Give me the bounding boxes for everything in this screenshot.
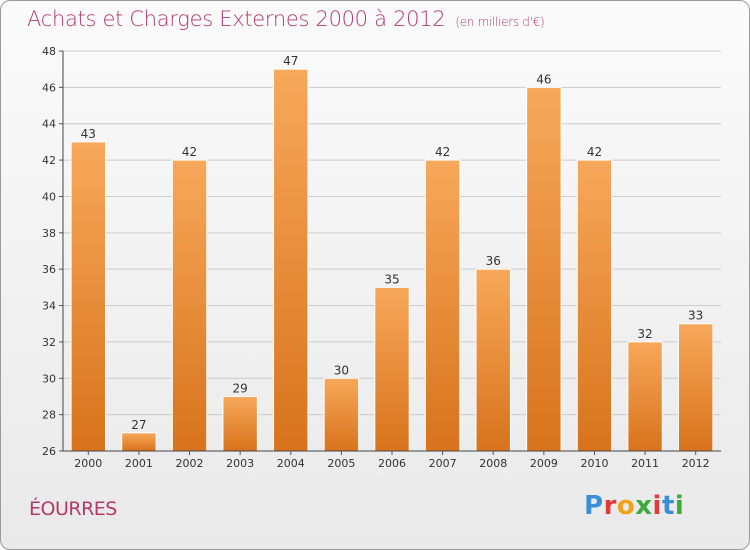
y-tick-label: 44 bbox=[42, 118, 56, 131]
y-tick-label: 42 bbox=[42, 154, 56, 167]
x-tick-label: 2002 bbox=[176, 457, 204, 470]
y-tick-label: 26 bbox=[42, 445, 56, 458]
bar-value-label: 36 bbox=[486, 254, 501, 268]
y-tick-label: 36 bbox=[42, 263, 56, 276]
bar bbox=[677, 323, 714, 452]
commune-name: ÉOURRES bbox=[29, 498, 117, 520]
x-tick-label: 2006 bbox=[378, 457, 406, 470]
logo-letter: r bbox=[603, 491, 617, 521]
y-tick-label: 38 bbox=[42, 227, 56, 240]
x-tick-label: 2003 bbox=[226, 457, 254, 470]
bar-value-label: 42 bbox=[435, 145, 450, 159]
bar bbox=[374, 286, 410, 452]
bar-value-label: 29 bbox=[233, 381, 248, 395]
labels: 26 28 30 32 34 36 38 40 42 44 46 48 43 2000 27 2001 42 20… bbox=[42, 45, 710, 470]
x-tick-label: 2011 bbox=[631, 457, 659, 470]
proxiti-logo[interactable]: Proxiti bbox=[584, 491, 684, 521]
bar bbox=[526, 86, 562, 452]
bar-value-label: 35 bbox=[384, 272, 399, 286]
bar bbox=[121, 432, 157, 452]
x-tick-label: 2008 bbox=[479, 457, 507, 470]
bar bbox=[222, 395, 258, 452]
bar-value-label: 33 bbox=[688, 309, 703, 323]
bar bbox=[323, 377, 360, 452]
y-tick-label: 28 bbox=[42, 409, 56, 422]
bars bbox=[70, 68, 714, 452]
bar bbox=[171, 159, 208, 452]
x-tick-label: 2010 bbox=[580, 457, 608, 470]
title-unit: (en milliers d'€) bbox=[455, 15, 545, 29]
y-tick-label: 34 bbox=[42, 300, 56, 313]
y-tick-label: 46 bbox=[42, 81, 56, 94]
bar bbox=[475, 268, 511, 452]
logo-letter: x bbox=[635, 491, 653, 521]
logo-letter: i bbox=[652, 491, 662, 521]
x-tick-label: 2000 bbox=[74, 457, 102, 470]
bar-value-label: 43 bbox=[81, 127, 96, 141]
y-tick-label: 32 bbox=[42, 336, 56, 349]
bar-value-label: 46 bbox=[536, 72, 551, 86]
bar-value-label: 47 bbox=[283, 54, 298, 68]
bar bbox=[70, 141, 107, 452]
x-tick-label: 2007 bbox=[429, 457, 457, 470]
bar-value-label: 42 bbox=[587, 145, 602, 159]
x-tick-label: 2004 bbox=[277, 457, 305, 470]
title-text: Achats et Charges Externes 2000 à 2012 bbox=[27, 7, 446, 31]
bar-value-label: 30 bbox=[334, 363, 349, 377]
x-tick-label: 2001 bbox=[125, 457, 153, 470]
x-tick-label: 2005 bbox=[327, 457, 355, 470]
y-tick-label: 48 bbox=[42, 45, 56, 58]
y-tick-label: 40 bbox=[42, 190, 56, 203]
bar-value-label: 27 bbox=[131, 418, 146, 432]
axes bbox=[59, 50, 721, 455]
bar bbox=[273, 68, 309, 452]
y-tick-label: 30 bbox=[42, 372, 56, 385]
logo-letter: o bbox=[616, 491, 636, 521]
x-tick-label: 2012 bbox=[682, 457, 710, 470]
logo-letter: P bbox=[584, 491, 604, 521]
bar-value-label: 32 bbox=[637, 327, 652, 341]
bar bbox=[424, 159, 461, 452]
bar-value-label: 42 bbox=[182, 145, 197, 159]
chart-title: Achats et Charges Externes 2000 à 2012 (e… bbox=[27, 7, 545, 31]
logo-letter: i bbox=[674, 491, 685, 521]
x-tick-label: 2009 bbox=[530, 457, 558, 470]
bar bbox=[576, 159, 613, 452]
bar bbox=[627, 341, 663, 452]
logo-letter: t bbox=[661, 491, 675, 521]
